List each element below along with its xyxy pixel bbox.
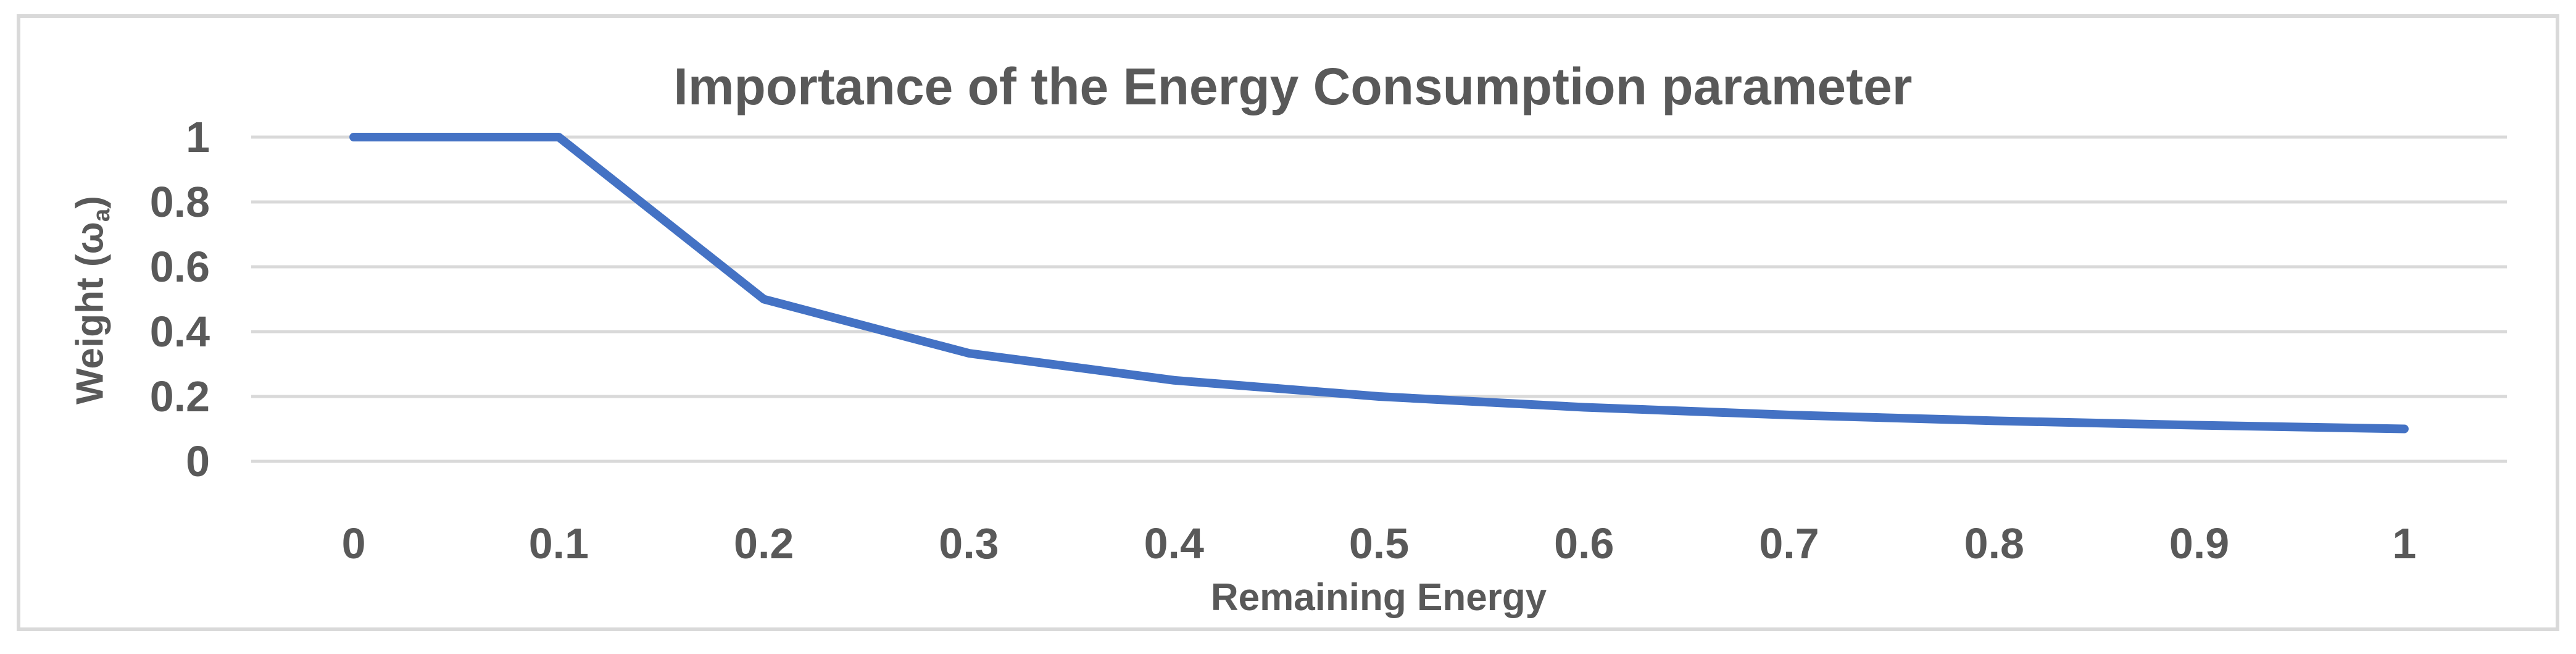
x-tick-label: 0.4 xyxy=(1144,519,1204,568)
x-tick-label: 0.7 xyxy=(1759,519,1819,568)
x-tick-label: 0.2 xyxy=(734,519,794,568)
x-tick-label: 0.1 xyxy=(528,519,589,568)
data-series-group xyxy=(349,133,2409,434)
y-tick-label: 0.4 xyxy=(149,308,210,356)
y-tick-label: 0.2 xyxy=(149,372,210,421)
x-tick-label: 0.6 xyxy=(1554,519,1614,568)
y-tick-label: 0 xyxy=(186,437,210,485)
y-tick-label: 0.6 xyxy=(149,243,210,291)
chart-frame xyxy=(17,14,2559,631)
y-tick-label: 1 xyxy=(186,113,210,161)
y-tick-label: 0.8 xyxy=(149,178,210,226)
x-tick-label: 0.5 xyxy=(1348,519,1410,568)
y-axis-title-subscript: a xyxy=(88,208,115,222)
x-tick-label: 0.9 xyxy=(2169,519,2230,568)
x-tick-label: 0.8 xyxy=(1964,519,2024,568)
data-line xyxy=(349,133,2409,434)
gridlines-group xyxy=(251,135,2507,463)
y-axis-title-close: ) xyxy=(69,196,112,209)
y-axis-title-text: Weight (ω xyxy=(69,222,112,405)
x-tick-label: 0 xyxy=(341,519,366,568)
x-axis-title: Remaining Energy xyxy=(1210,576,1547,619)
chart-title: Importance of the Energy Consumption par… xyxy=(673,57,1913,115)
x-tick-label: 0.3 xyxy=(939,519,999,568)
y-axis-title: Weight (ωa) xyxy=(69,196,115,405)
x-tick-label: 1 xyxy=(2392,519,2417,568)
